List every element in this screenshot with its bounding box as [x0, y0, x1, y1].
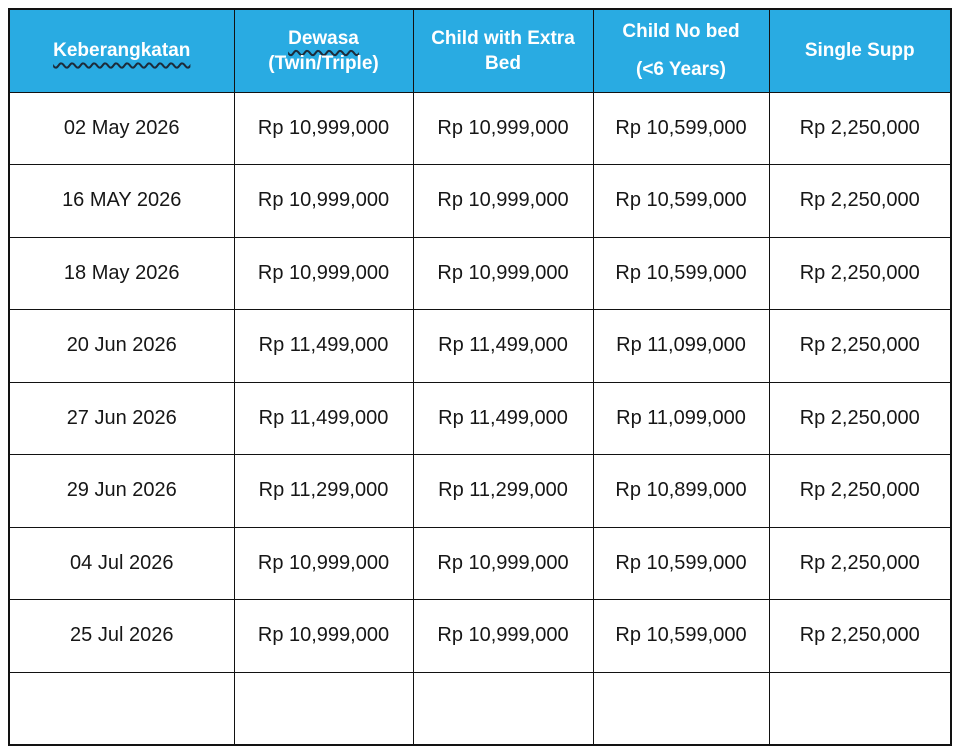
cell-departure-date: 25 Jul 2026 — [8, 599, 235, 673]
cell-departure-date: 29 Jun 2026 — [8, 454, 235, 528]
header-child-no-bed-line2: (<6 Years) — [636, 59, 726, 81]
table-row: 29 Jun 2026 Rp 11,299,000 Rp 11,299,000 … — [8, 454, 952, 528]
cell-child-no-bed-price — [592, 671, 770, 745]
table-row-partial — [8, 671, 952, 745]
table-row: 04 Jul 2026 Rp 10,999,000 Rp 10,999,000 … — [8, 526, 952, 600]
cell-child-extra-bed-price — [412, 671, 594, 745]
cell-child-no-bed-price: Rp 11,099,000 — [592, 381, 770, 455]
cell-child-no-bed-price: Rp 11,099,000 — [592, 309, 770, 383]
departure-price-table: Keberangkatan Dewasa (Twin/Triple) Child… — [8, 8, 952, 746]
cell-single-supp-price: Rp 2,250,000 — [768, 599, 952, 673]
cell-adult-price: Rp 10,999,000 — [233, 526, 414, 600]
cell-child-no-bed-price: Rp 10,599,000 — [592, 91, 770, 165]
cell-single-supp-price: Rp 2,250,000 — [768, 236, 952, 310]
header-adult-line2: (Twin/Triple) — [268, 52, 379, 74]
cell-child-no-bed-price: Rp 10,599,000 — [592, 599, 770, 673]
cell-single-supp-price: Rp 2,250,000 — [768, 164, 952, 238]
cell-adult-price: Rp 10,999,000 — [233, 164, 414, 238]
cell-child-extra-bed-price: Rp 10,999,000 — [412, 164, 594, 238]
cell-departure-date: 20 Jun 2026 — [8, 309, 235, 383]
cell-child-no-bed-price: Rp 10,599,000 — [592, 164, 770, 238]
header-child-extra-bed: Child with Extra Bed — [412, 8, 594, 93]
cell-adult-price: Rp 11,499,000 — [233, 309, 414, 383]
cell-single-supp-price: Rp 2,250,000 — [768, 526, 952, 600]
cell-child-no-bed-price: Rp 10,899,000 — [592, 454, 770, 528]
cell-child-extra-bed-price: Rp 10,999,000 — [412, 526, 594, 600]
header-single-supp-label: Single Supp — [804, 40, 915, 62]
table-row: 20 Jun 2026 Rp 11,499,000 Rp 11,499,000 … — [8, 309, 952, 383]
table-body: 02 May 2026 Rp 10,999,000 Rp 10,999,000 … — [8, 91, 952, 745]
table-row: 16 MAY 2026 Rp 10,999,000 Rp 10,999,000 … — [8, 164, 952, 238]
cell-single-supp-price — [768, 671, 952, 745]
table-row: 25 Jul 2026 Rp 10,999,000 Rp 10,999,000 … — [8, 599, 952, 673]
header-child-no-bed-line1: Child No bed — [622, 21, 740, 43]
cell-child-extra-bed-price: Rp 11,499,000 — [412, 381, 594, 455]
header-child-extra-bed-label: Child with Extra Bed — [431, 27, 575, 74]
table-header: Keberangkatan Dewasa (Twin/Triple) Child… — [8, 8, 952, 93]
cell-child-extra-bed-price: Rp 10,999,000 — [412, 599, 594, 673]
header-single-supp: Single Supp — [768, 8, 952, 93]
cell-child-no-bed-price: Rp 10,599,000 — [592, 236, 770, 310]
cell-single-supp-price: Rp 2,250,000 — [768, 309, 952, 383]
cell-single-supp-price: Rp 2,250,000 — [768, 91, 952, 165]
header-row: Keberangkatan Dewasa (Twin/Triple) Child… — [8, 8, 952, 93]
header-departure-label: Keberangkatan — [53, 40, 191, 62]
cell-child-extra-bed-price: Rp 10,999,000 — [412, 236, 594, 310]
cell-adult-price: Rp 10,999,000 — [233, 236, 414, 310]
cell-departure-date: 04 Jul 2026 — [8, 526, 235, 600]
cell-single-supp-price: Rp 2,250,000 — [768, 454, 952, 528]
cell-child-no-bed-price: Rp 10,599,000 — [592, 526, 770, 600]
cell-child-extra-bed-price: Rp 11,299,000 — [412, 454, 594, 528]
cell-departure-date: 02 May 2026 — [8, 91, 235, 165]
header-departure: Keberangkatan — [8, 8, 235, 93]
cell-adult-price: Rp 11,299,000 — [233, 454, 414, 528]
cell-child-extra-bed-price: Rp 11,499,000 — [412, 309, 594, 383]
cell-departure-date: 27 Jun 2026 — [8, 381, 235, 455]
table-row: 02 May 2026 Rp 10,999,000 Rp 10,999,000 … — [8, 91, 952, 165]
cell-adult-price: Rp 10,999,000 — [233, 91, 414, 165]
cell-single-supp-price: Rp 2,250,000 — [768, 381, 952, 455]
cell-adult-price: Rp 10,999,000 — [233, 599, 414, 673]
table-row: 18 May 2026 Rp 10,999,000 Rp 10,999,000 … — [8, 236, 952, 310]
cell-departure-date: 18 May 2026 — [8, 236, 235, 310]
header-adult-line1: Dewasa — [288, 27, 359, 49]
cell-departure-date — [8, 671, 235, 745]
cell-departure-date: 16 MAY 2026 — [8, 164, 235, 238]
cell-adult-price: Rp 11,499,000 — [233, 381, 414, 455]
header-child-no-bed: Child No bed (<6 Years) — [592, 8, 770, 93]
header-adult: Dewasa (Twin/Triple) — [233, 8, 414, 93]
table-row: 27 Jun 2026 Rp 11,499,000 Rp 11,499,000 … — [8, 381, 952, 455]
cell-child-extra-bed-price: Rp 10,999,000 — [412, 91, 594, 165]
cell-adult-price — [233, 671, 414, 745]
